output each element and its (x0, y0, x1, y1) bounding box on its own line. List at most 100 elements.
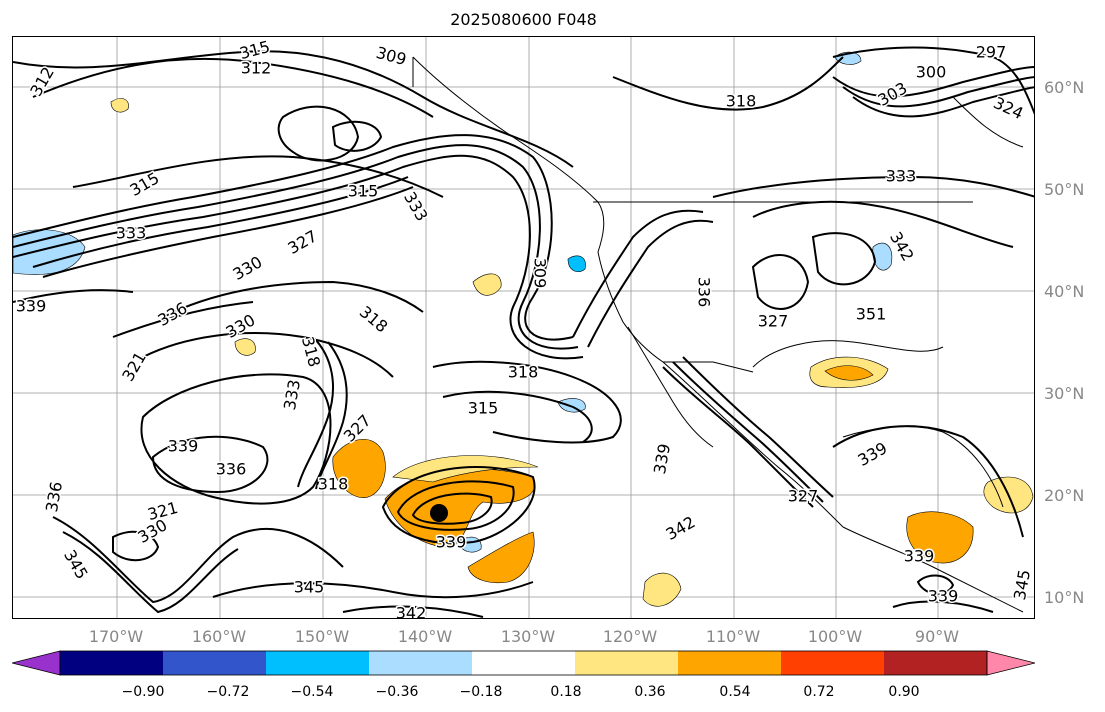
lon-label: 150°W (294, 627, 350, 646)
contour-label: 345 (294, 578, 325, 597)
colorbar-block (884, 651, 988, 675)
contour-plains-ridge (752, 200, 1014, 248)
lon-label: 160°W (191, 627, 247, 646)
contour-storm-ring-2 (396, 480, 515, 531)
contour-label: 327 (285, 226, 321, 258)
lat-label: 30°N (1044, 384, 1085, 403)
contour-jet-west-1 (13, 134, 574, 341)
contour-label: 339 (168, 437, 199, 456)
contour-label: 339 (904, 547, 935, 566)
colorbar-block (678, 651, 782, 675)
colorbar-tick-label: −0.18 (459, 684, 503, 700)
contour-label: 327 (788, 487, 819, 506)
contour-label: 315 (127, 168, 163, 200)
contour-label: 339 (855, 438, 891, 470)
map-panel: 315 312 309 312 297 300 318 303 324 315 315 333 333 3… (12, 36, 1035, 619)
shade-positive-central-america (906, 511, 974, 564)
contour-caribbean-339 (892, 600, 994, 613)
coastline-gulf (752, 340, 944, 368)
shaded-fields (13, 51, 1034, 607)
contour-label: 309 (531, 258, 550, 289)
coastline-hudson (952, 96, 1024, 148)
contour-label: 318 (356, 302, 392, 336)
contour-label: 315 (468, 399, 499, 418)
coastlines (412, 56, 1024, 613)
colorbar-tick-label: 0.36 (634, 684, 666, 700)
colorbar-block (60, 651, 164, 675)
coastline-alaska (412, 56, 605, 253)
colorbar-extend-min (12, 650, 61, 676)
contour-east-pacific-318 (432, 360, 622, 444)
contour-alaska-loop-2 (331, 120, 383, 152)
contour-label: 345 (60, 547, 92, 583)
colorbar-block (781, 651, 885, 675)
lon-label: 110°W (705, 627, 761, 646)
contour-south-345 (212, 581, 534, 599)
contour-canada-jet-3 (852, 86, 1034, 118)
colorbar-extend-max (986, 650, 1035, 676)
contour-label: 324 (991, 93, 1027, 123)
shade-negative-east-pacific (557, 398, 586, 413)
contour-mid-pacific-327 (162, 280, 424, 318)
contour-label: 321 (118, 349, 150, 385)
colorbar-tick-label: −0.36 (375, 684, 419, 700)
contour-alaska-loop (277, 105, 360, 162)
contour-label: 336 (695, 277, 714, 308)
contour-label: 339 (928, 587, 959, 606)
contour-label: 339 (650, 442, 674, 475)
contour-mid-pacific-330 (142, 332, 394, 378)
colorbar-tick-label: 0.18 (550, 684, 582, 700)
contour-east-pacific-315 (442, 390, 593, 443)
contour-jet-west-5 (42, 186, 414, 278)
contour-label: 351 (856, 305, 887, 324)
contour-southwest-345 (52, 516, 344, 604)
shade-positive-gulf-core (824, 365, 874, 381)
contour-label: 342 (396, 604, 427, 620)
contour-mexico-front-3 (682, 356, 834, 498)
contour-trough-west (297, 336, 334, 488)
shade-positive-west (332, 438, 386, 498)
colorbar-tick-label: −0.90 (121, 684, 165, 700)
contour-central-america-339 (832, 425, 1024, 538)
contour-label: 300 (916, 63, 947, 82)
coastline-central-america (842, 526, 1024, 613)
colorbar-block (369, 651, 473, 675)
contour-inner-sw-loop (112, 530, 160, 562)
colorbar-block (472, 651, 576, 675)
contour-label: 297 (976, 43, 1007, 62)
contour-west-coast-2 (587, 219, 714, 348)
lon-label: 90°W (914, 627, 960, 646)
border-us-mexico (663, 361, 754, 373)
colorbar-blocks (12, 650, 1035, 676)
contour-label: 333 (116, 224, 147, 243)
contour-caribbean-loop (916, 574, 955, 595)
contour-subtropical-336 (151, 435, 269, 494)
colorbar-tick-label: −0.54 (290, 684, 334, 700)
shade-negative-plains (872, 242, 893, 271)
contour-storm-ring-3 (411, 492, 493, 525)
lat-label: 20°N (1044, 486, 1085, 505)
contour-label: 339 (16, 297, 47, 316)
contour-mexico-front-1 (662, 366, 814, 508)
contour-canada-jet-1 (832, 66, 1034, 98)
contour-jet-west-3 (13, 154, 584, 360)
colorbar-tick-label: 0.72 (803, 684, 835, 700)
contour-label: 342 (663, 512, 699, 544)
contour-southwest-342 (62, 531, 239, 614)
contour-label: 312 (26, 64, 58, 100)
contour-label: 330 (230, 252, 266, 284)
colorbar-tick-label: 0.90 (888, 684, 920, 700)
contour-label: 309 (374, 43, 408, 69)
contour-label: 339 (436, 533, 467, 552)
lon-label: 170°W (88, 627, 144, 646)
contour-label: 318 (508, 363, 539, 382)
tropical-cyclone-marker (430, 504, 448, 522)
colorbar-block (266, 651, 370, 675)
contour-label: 327 (758, 312, 789, 331)
shade-positive-alaska-small (110, 98, 129, 113)
contour-mexico-front-2 (672, 361, 824, 503)
coastline-west-coast (597, 251, 664, 363)
colorbar (12, 650, 1035, 676)
contour-subtropical-333 (140, 373, 332, 505)
